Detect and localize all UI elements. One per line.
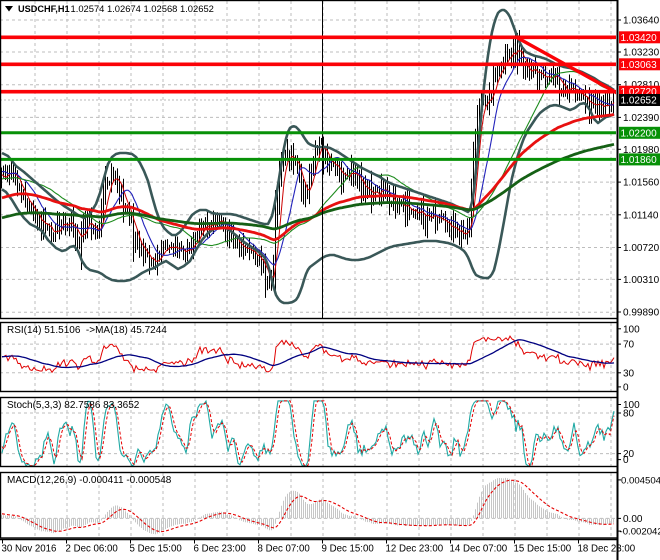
svg-text:15 Dec 15:00: 15 Dec 15:00 (514, 544, 572, 555)
svg-text:1.01560: 1.01560 (623, 178, 660, 189)
svg-text:-0.002042: -0.002042 (620, 527, 660, 538)
svg-text:1.02720: 1.02720 (621, 87, 658, 98)
svg-text:1.02574 1.02674 1.02568 1.0265: 1.02574 1.02674 1.02568 1.02652 (71, 3, 214, 14)
svg-text:0: 0 (623, 382, 629, 393)
svg-text:100: 100 (623, 400, 640, 411)
svg-text:1.02390: 1.02390 (623, 113, 660, 124)
svg-text:1.00720: 1.00720 (623, 243, 660, 254)
svg-text:0: 0 (623, 455, 629, 466)
svg-text:1.02652: 1.02652 (621, 96, 658, 107)
svg-text:30: 30 (623, 368, 635, 379)
svg-text:9 Dec 15:00: 9 Dec 15:00 (322, 544, 375, 555)
svg-text:80: 80 (623, 409, 635, 420)
svg-text:0.99890: 0.99890 (623, 308, 660, 319)
svg-text:6 Dec 23:00: 6 Dec 23:00 (194, 544, 247, 555)
svg-text:0.00: 0.00 (623, 514, 643, 525)
svg-text:1.01140: 1.01140 (623, 210, 659, 221)
svg-text:1.00310: 1.00310 (623, 275, 660, 286)
svg-text:1.03230: 1.03230 (623, 48, 660, 59)
svg-text:14 Dec 07:00: 14 Dec 07:00 (450, 544, 508, 555)
svg-text:0.004504: 0.004504 (621, 475, 660, 486)
svg-text:USDCHF,H1: USDCHF,H1 (18, 4, 70, 14)
svg-text:1.03420: 1.03420 (621, 33, 658, 44)
svg-text:1.01860: 1.01860 (621, 155, 658, 166)
svg-text:18 Dec 23:00: 18 Dec 23:00 (578, 544, 636, 555)
svg-text:12 Dec 23:00: 12 Dec 23:00 (386, 544, 444, 555)
svg-text:MACD(12,26,9) -0.000411 -0.000: MACD(12,26,9) -0.000411 -0.000548 (7, 475, 172, 486)
svg-text:1.02200: 1.02200 (621, 128, 658, 139)
svg-text:1.03063: 1.03063 (621, 60, 658, 71)
svg-text:20: 20 (623, 449, 635, 460)
svg-text:RSI(14) 51.5106 ->MA(18) 45.7: RSI(14) 51.5106 ->MA(18) 45.7244 (7, 325, 167, 336)
svg-text:30 Nov 2016: 30 Nov 2016 (2, 544, 57, 555)
svg-text:100: 100 (623, 324, 640, 335)
svg-text:1.01980: 1.01980 (623, 145, 660, 156)
svg-text:5 Dec 15:00: 5 Dec 15:00 (130, 544, 183, 555)
svg-text:8 Dec 07:00: 8 Dec 07:00 (258, 544, 311, 555)
svg-text:70: 70 (623, 340, 635, 351)
svg-text:1.03640: 1.03640 (623, 16, 660, 27)
svg-text:2 Dec 06:00: 2 Dec 06:00 (66, 544, 119, 555)
svg-text:Stoch(5,3,3) 82.7586 83.3652: Stoch(5,3,3) 82.7586 83.3652 (7, 400, 140, 411)
